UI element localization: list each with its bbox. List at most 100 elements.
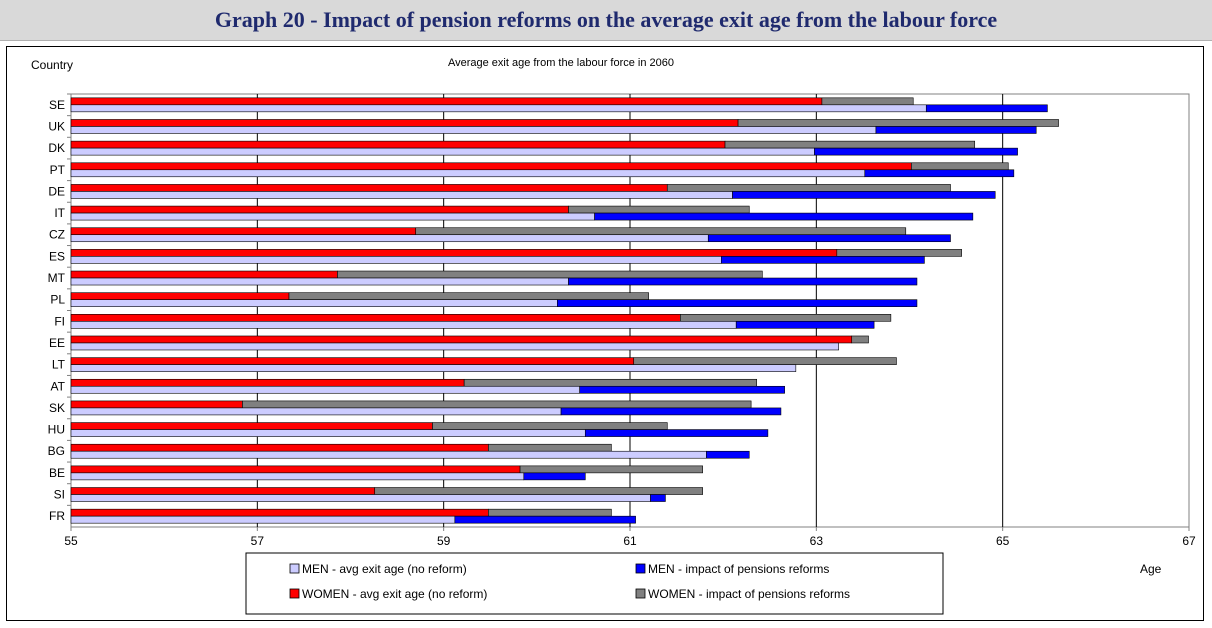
x-tick-label: 59 (437, 534, 451, 548)
category-label: PL (50, 293, 65, 307)
bar-women-reform (415, 227, 907, 236)
legend-swatch (289, 588, 300, 599)
bar-women-reform (488, 443, 612, 452)
page-title: Graph 20 - Impact of pension reforms on … (214, 7, 998, 32)
legend-swatch (289, 563, 300, 574)
bar-women-base (70, 508, 489, 517)
category-label: MT (48, 271, 66, 285)
bar-women-base (70, 465, 521, 474)
bar-men-reform (584, 429, 769, 437)
chart-subtitle: Average exit age from the labour force i… (448, 57, 674, 69)
category-label: SE (49, 98, 65, 112)
bar-men-reform (875, 126, 1037, 134)
x-tick-label: 61 (623, 534, 637, 548)
bar-men-base (70, 212, 595, 221)
bar-women-reform (911, 162, 1009, 171)
chart-frame: Country Average exit age from the labour … (6, 46, 1204, 621)
category-label: PT (50, 163, 66, 177)
bar-women-base (70, 249, 838, 257)
category-label: EE (49, 336, 65, 350)
bar-men-reform (650, 494, 666, 502)
bar-women-reform (821, 97, 914, 106)
title-bar: Graph 20 - Impact of pension reforms on … (0, 0, 1212, 41)
bar-women-base (70, 162, 912, 171)
bar-women-base (70, 400, 243, 409)
x-tick-label: 55 (64, 534, 78, 548)
x-tick-label: 65 (996, 534, 1010, 548)
bar-men-base (70, 429, 586, 437)
bar-women-reform (724, 140, 976, 149)
bar-women-base (70, 357, 635, 365)
bar-women-base (70, 119, 739, 127)
bar-women-base (70, 422, 433, 430)
category-label: BG (48, 444, 65, 458)
legend-label: WOMEN - impact of pensions reforms (648, 587, 850, 601)
bar-men-reform (579, 385, 785, 394)
category-label: DE (48, 184, 65, 198)
bar-men-base (70, 321, 737, 329)
category-label: SI (54, 488, 65, 502)
bar-men-base (70, 147, 815, 156)
bar-men-reform (814, 147, 1018, 156)
bar-women-base (70, 314, 681, 322)
x-tick-label: 67 (1182, 534, 1196, 548)
bar-women-base (70, 335, 853, 344)
bar-men-base (70, 472, 525, 481)
bar-men-base (70, 277, 569, 286)
category-label: DK (48, 141, 65, 155)
bar-women-reform (519, 465, 703, 474)
legend-swatch (635, 588, 646, 599)
legend-box (245, 552, 944, 615)
category-label: FI (54, 314, 65, 328)
bar-men-base (70, 299, 558, 307)
bar-men-base (70, 234, 709, 243)
bar-women-reform (851, 335, 869, 344)
x-tick-label: 57 (251, 534, 265, 548)
bar-men-reform (454, 515, 636, 524)
bar-women-base (70, 292, 290, 300)
bar-women-reform (432, 422, 668, 430)
bar-men-base (70, 385, 580, 394)
bar-women-reform (836, 249, 962, 257)
bar-men-base (70, 126, 877, 134)
y-axis-title: Country (31, 58, 73, 72)
bar-men-reform (557, 299, 918, 307)
category-label: IT (54, 206, 65, 220)
bar-women-base (70, 227, 417, 236)
bar-men-reform (560, 407, 782, 416)
bar-women-base (70, 205, 569, 214)
bar-men-reform (732, 191, 996, 199)
bar-women-reform (242, 400, 752, 409)
category-label: ES (49, 249, 65, 263)
bar-men-base (70, 364, 797, 372)
legend-label: MEN - impact of pensions reforms (648, 562, 829, 576)
bar-women-reform (374, 487, 703, 495)
bar-men-base (70, 342, 839, 351)
bar-women-base (70, 97, 823, 106)
bar-women-reform (337, 270, 763, 279)
bar-chart: Country Average exit age from the labour … (31, 57, 1196, 615)
category-label: SK (49, 401, 65, 415)
legend-label: WOMEN - avg exit age (no reform) (302, 587, 487, 601)
bar-men-base (70, 407, 562, 416)
bar-men-base (70, 515, 456, 524)
bar-men-reform (735, 321, 875, 329)
bar-women-reform (463, 378, 758, 387)
category-label: HU (48, 423, 65, 437)
bar-women-base (70, 487, 376, 495)
bar-women-reform (288, 292, 649, 300)
bar-men-reform (925, 104, 1048, 113)
bar-women-base (70, 140, 726, 149)
bar-men-base (70, 104, 927, 113)
bar-women-reform (568, 205, 750, 214)
legend-swatch (635, 563, 646, 574)
category-label: UK (48, 119, 65, 133)
bar-women-base (70, 184, 668, 192)
x-tick-label: 63 (810, 534, 824, 548)
bar-women-reform (680, 314, 892, 322)
bar-men-reform (721, 256, 925, 264)
bar-men-base (70, 169, 866, 178)
bar-women-base (70, 443, 489, 452)
bar-women-reform (666, 184, 951, 192)
bar-men-base (70, 494, 651, 502)
